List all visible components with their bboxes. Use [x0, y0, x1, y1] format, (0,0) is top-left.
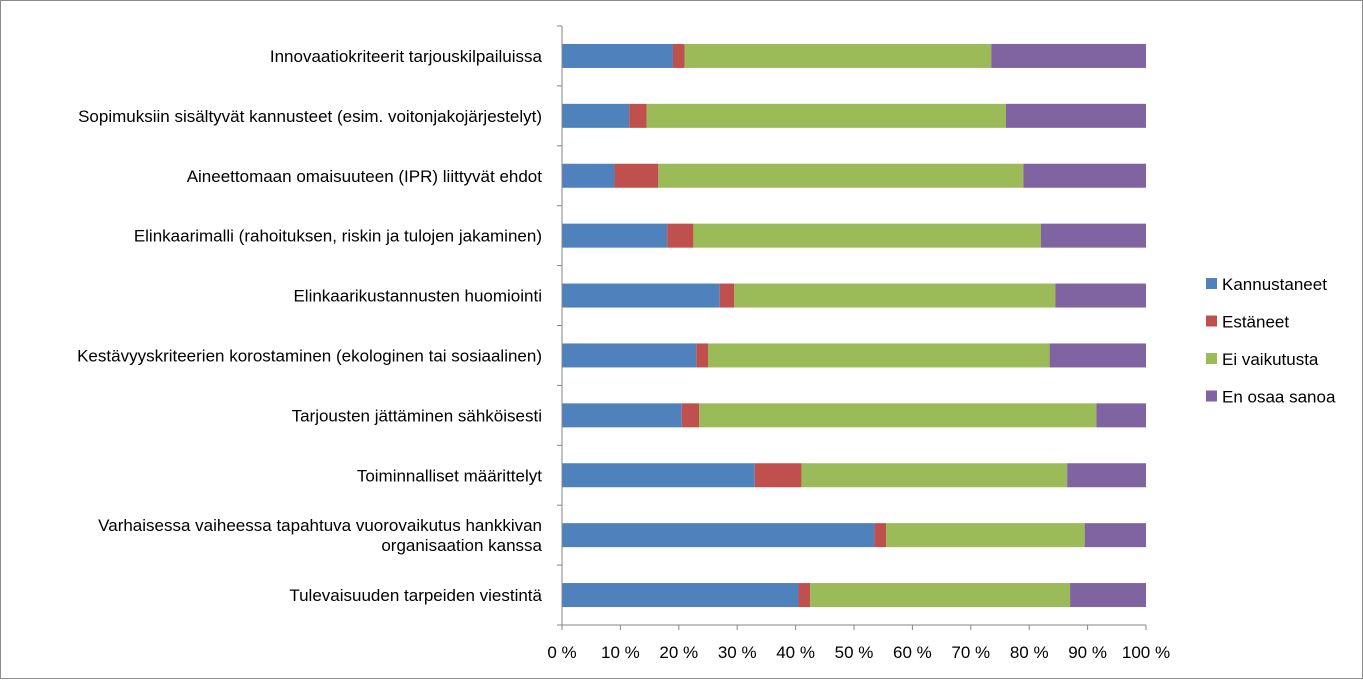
- bar-segment-1-8: [874, 523, 887, 548]
- x-tick-label: 10 %: [601, 643, 640, 662]
- bar-segment-2-4: [734, 283, 1056, 308]
- category-label: Kestävyyskriteerien korostaminen (ekolog…: [77, 346, 542, 365]
- category-label: Sopimuksiin sisältyvät kannusteet (esim.…: [78, 107, 542, 126]
- x-tick-label: 70 %: [951, 643, 990, 662]
- category-label: Tulevaisuuden tarpeiden viestintä: [289, 586, 542, 605]
- bar-segment-1-5: [696, 343, 708, 368]
- bar-segment-0-1: [562, 103, 630, 128]
- legend-swatch: [1206, 315, 1217, 327]
- bar-segment-1-9: [798, 583, 811, 608]
- bar-segment-3-1: [1005, 103, 1146, 128]
- category-label: Innovaatiokriteerit tarjouskilpailuissa: [270, 47, 543, 66]
- category-label: Elinkaarikustannusten huomiointi: [293, 287, 542, 306]
- bar-segment-3-4: [1055, 283, 1146, 308]
- bar-segment-2-7: [801, 463, 1068, 488]
- bar-segment-2-1: [646, 103, 1006, 128]
- bar-segment-3-9: [1070, 583, 1146, 608]
- bar-segment-1-6: [681, 403, 700, 428]
- bar-segment-0-5: [562, 343, 697, 368]
- x-tick-label: 40 %: [776, 643, 815, 662]
- x-tick-label: 90 %: [1068, 643, 1107, 662]
- bar-segment-0-7: [562, 463, 755, 488]
- bar-segment-1-3: [667, 223, 694, 248]
- bar-segment-1-7: [754, 463, 802, 488]
- bar-segment-2-8: [886, 523, 1085, 548]
- bar-segment-3-2: [1023, 163, 1146, 188]
- bar-segment-3-6: [1096, 403, 1146, 428]
- x-tick-label: 80 %: [1010, 643, 1049, 662]
- bar-segment-2-2: [658, 163, 1024, 188]
- bar-segment-2-3: [693, 223, 1041, 248]
- x-tick-label: 20 %: [659, 643, 698, 662]
- bar-segment-3-7: [1067, 463, 1146, 488]
- bar-segment-2-9: [810, 583, 1071, 608]
- category-label: Aineettomaan omaisuuteen (IPR) liittyvät…: [187, 167, 543, 186]
- bar-segment-0-0: [562, 43, 673, 68]
- bar-segment-2-0: [684, 43, 992, 68]
- category-label: Toiminnalliset määrittelyt: [357, 466, 542, 485]
- category-label: Elinkaarimalli (rahoituksen, riskin ja t…: [134, 227, 542, 246]
- legend-label: En osaa sanoa: [1222, 388, 1336, 407]
- legend-swatch: [1206, 390, 1217, 402]
- x-tick-label: 30 %: [718, 643, 757, 662]
- bar-segment-1-4: [719, 283, 735, 308]
- bar-segment-0-3: [562, 223, 668, 248]
- x-tick-label: 100 %: [1122, 643, 1170, 662]
- legend-swatch: [1206, 278, 1217, 289]
- bar-segment-3-3: [1040, 223, 1146, 248]
- x-tick-label: 0 %: [547, 643, 576, 662]
- legend-swatch: [1206, 353, 1217, 364]
- x-tick-label: 60 %: [893, 643, 932, 662]
- bar-segment-0-2: [562, 163, 615, 188]
- bar-segment-0-6: [562, 403, 682, 428]
- category-label: Varhaisessa vaiheessa tapahtuva vuorovai…: [98, 516, 542, 535]
- bar-segment-0-9: [562, 583, 799, 608]
- bar-segment-0-8: [562, 523, 875, 548]
- bar-segment-1-1: [629, 103, 647, 128]
- legend-label: Kannustaneet: [1222, 275, 1327, 294]
- category-label: organisaation kanssa: [381, 536, 542, 555]
- x-tick-label: 50 %: [835, 643, 874, 662]
- bar-segment-3-5: [1049, 343, 1146, 368]
- category-label: Tarjousten jättäminen sähköisesti: [292, 406, 542, 425]
- bar-segment-3-0: [991, 43, 1146, 68]
- bar-segment-2-6: [699, 403, 1097, 428]
- bar-segment-1-2: [614, 163, 659, 188]
- bar-segment-3-8: [1084, 523, 1146, 548]
- legend-label: Ei vaikutusta: [1222, 350, 1319, 369]
- bar-segment-1-0: [672, 43, 685, 68]
- bar-segment-0-4: [562, 283, 720, 308]
- legend-label: Estäneet: [1222, 313, 1289, 332]
- bar-segment-2-5: [708, 343, 1050, 368]
